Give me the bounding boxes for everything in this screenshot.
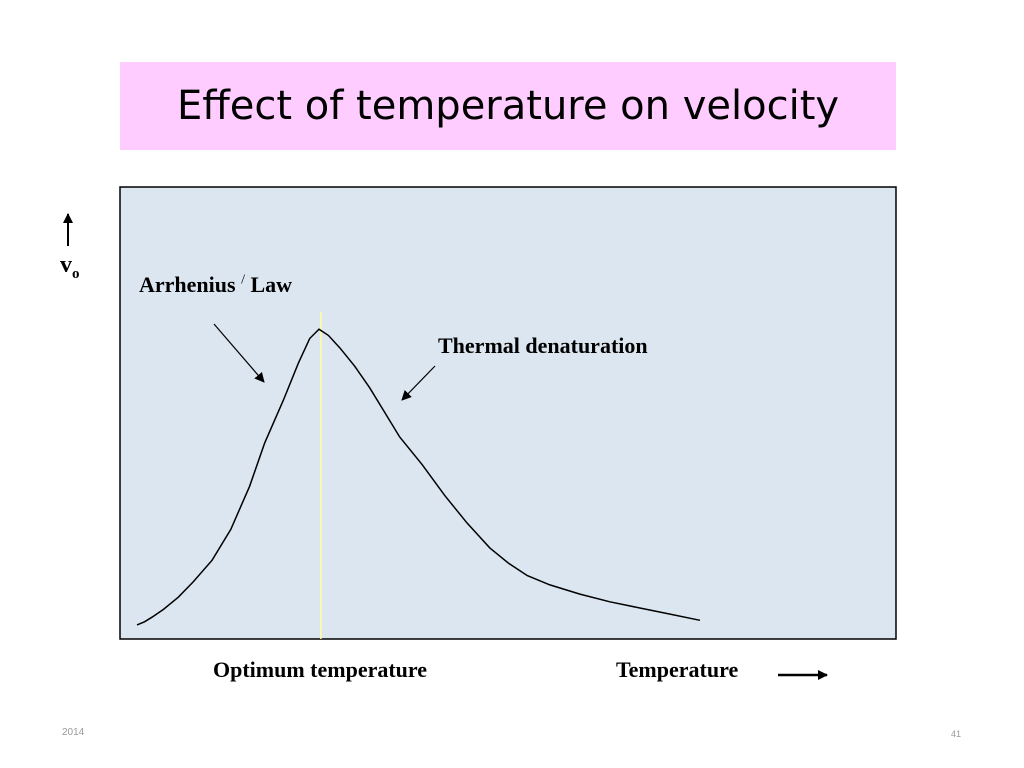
arrhenius-label: Arrhenius [139, 272, 236, 297]
arrhenius-arrow-icon [213, 323, 265, 383]
optimum-temperature-label: Optimum temperature [213, 657, 428, 682]
plot-area [119, 186, 897, 640]
y-axis-label: vo [60, 252, 80, 283]
velocity-curve [136, 328, 701, 626]
slide-title: Effect of temperature on velocity [176, 83, 840, 129]
thermal-denaturation-label: Thermal denaturation [438, 333, 648, 358]
denaturation-arrow-icon [401, 365, 436, 401]
y-axis-label-subscript: o [72, 265, 80, 282]
arrhenius-annotation: Arrhenius / Law [139, 272, 292, 298]
y-axis-label-main: v [60, 252, 72, 278]
footer-year: 2014 [62, 727, 85, 738]
arrhenius-mark: / [241, 272, 245, 288]
title-box: Effect of temperature on velocity [120, 62, 896, 150]
page-number: 41 [951, 729, 962, 739]
arrhenius-law-label: Law [250, 272, 293, 297]
x-axis-label: Temperature [616, 657, 739, 682]
